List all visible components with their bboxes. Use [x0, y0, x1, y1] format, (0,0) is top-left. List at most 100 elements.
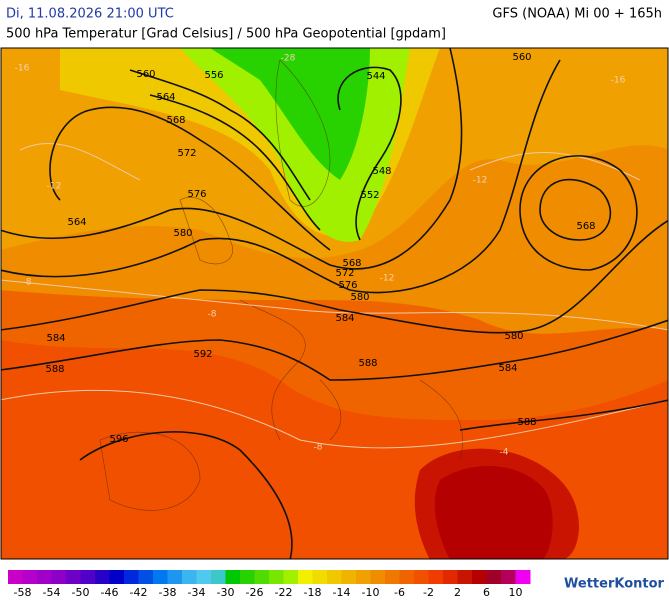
contour-label: 568 [342, 258, 361, 269]
colorbar-label: -34 [188, 586, 206, 599]
contour-label: 544 [366, 71, 385, 82]
header-subtitle: 500 hPa Temperatur [Grad Celsius] / 500 … [6, 27, 446, 42]
colorbar-swatch [225, 570, 241, 584]
colorbar-label: -46 [101, 586, 119, 599]
colorbar-swatch [8, 570, 23, 584]
contour-label: 584 [46, 333, 65, 344]
colorbar: -58 -54 -50 -46 -42 -38 -34 -30 -26 -22 -18 -14 -10-… [8, 570, 531, 599]
map: 560 556 564 568 572 576 580 564 544 548 … [0, 47, 669, 560]
colorbar-label: -38 [159, 586, 177, 599]
colorbar-swatch [109, 570, 125, 584]
colorbar-swatch [153, 570, 168, 584]
temperature-label: -12 [47, 182, 62, 192]
temperature-label: -8 [23, 278, 32, 288]
contour-label: 568 [576, 221, 595, 232]
colorbar-swatch [182, 570, 197, 584]
colorbar-swatch [22, 570, 38, 584]
colorbar-swatch [138, 570, 154, 584]
colorbar-swatch [472, 570, 487, 584]
colorbar-label: -18 [304, 586, 322, 599]
colorbar-swatch [486, 570, 502, 584]
colorbar-label: 6 [483, 586, 490, 599]
colorbar-swatch [414, 570, 429, 584]
colorbar-swatch [298, 570, 313, 584]
colorbar-swatch [80, 570, 96, 584]
colorbar-swatch [254, 570, 270, 584]
temperature-label: -4 [500, 448, 509, 458]
colorbar-label: -42 [130, 586, 148, 599]
contour-label: 548 [372, 166, 391, 177]
temperature-label: -12 [380, 274, 395, 284]
contour-label: 580 [504, 331, 523, 342]
colorbar-swatch [240, 570, 255, 584]
colorbar-swatch [341, 570, 357, 584]
colorbar-swatch [515, 570, 531, 584]
colorbar-swatch [443, 570, 458, 584]
temperature-label: -16 [15, 64, 30, 74]
colorbar-swatch [167, 570, 183, 584]
contour-label: 552 [360, 190, 379, 201]
temperature-label: -28 [281, 54, 296, 64]
contour-label: 556 [204, 70, 223, 81]
colorbar-swatch [66, 570, 81, 584]
colorbar-swatch [211, 570, 226, 584]
contour-label: 588 [517, 417, 536, 428]
colorbar-swatch [269, 570, 284, 584]
logo: WetterKontor [564, 577, 665, 592]
contour-label: 572 [335, 268, 354, 279]
contour-label: 584 [335, 313, 354, 324]
colorbar-label: -50 [72, 586, 90, 599]
colorbar-swatch [312, 570, 328, 584]
colorbar-label: -14 [333, 586, 351, 599]
colorbar-swatch [327, 570, 342, 584]
temperature-isoline [1, 142, 668, 449]
contour-label: 572 [177, 148, 196, 159]
coastline [99, 59, 463, 511]
contour-label: 576 [338, 280, 357, 291]
colorbar-swatch [428, 570, 444, 584]
contour-label: 568 [166, 115, 185, 126]
contour-label: 592 [193, 349, 212, 360]
header-date: Di, 11.08.2026 21:00 UTC [6, 7, 174, 22]
header-model: GFS (NOAA) Mi 00 + 165h [492, 7, 662, 22]
contour-label: 560 [136, 69, 155, 80]
colorbar-label: -26 [246, 586, 264, 599]
contour-label: 580 [173, 228, 192, 239]
temperature-label: -8 [314, 443, 323, 453]
temp-zone [210, 48, 370, 180]
colorbar-swatch [95, 570, 110, 584]
colorbar-swatch [370, 570, 386, 584]
colorbar-label: -2 [423, 586, 434, 599]
colorbar-swatch [51, 570, 67, 584]
colorbar-swatch [283, 570, 299, 584]
colorbar-label: 2 [454, 586, 461, 599]
colorbar-swatch [356, 570, 371, 584]
colorbar-swatch [37, 570, 52, 584]
contour-label: 596 [109, 434, 128, 445]
contour-label: 588 [45, 364, 64, 375]
colorbar-swatch [399, 570, 415, 584]
contour-label: 564 [67, 217, 86, 228]
temperature-label: -12 [473, 176, 488, 186]
contour-label: 560 [512, 52, 531, 63]
colorbar-label: -22 [275, 586, 293, 599]
contour-label: 584 [498, 363, 517, 374]
colorbar-swatch [457, 570, 473, 584]
contour-label: 588 [358, 358, 377, 369]
temperature-label: -16 [611, 76, 626, 86]
colorbar-label: -54 [43, 586, 61, 599]
colorbar-swatch [196, 570, 212, 584]
colorbar-swatch [124, 570, 139, 584]
colorbar-label: -30 [217, 586, 235, 599]
geopotential-isoline [1, 48, 668, 559]
colorbar-label: -58 [14, 586, 32, 599]
map-frame [0, 47, 669, 560]
colorbar-label: -6 [394, 586, 405, 599]
colorbar-label: -10 [362, 586, 380, 599]
colorbar-swatch [501, 570, 516, 584]
colorbar-label: 10 [509, 586, 523, 599]
temperature-label: -8 [208, 310, 217, 320]
temp-zone [434, 466, 553, 559]
contour-label: 580 [350, 292, 369, 303]
